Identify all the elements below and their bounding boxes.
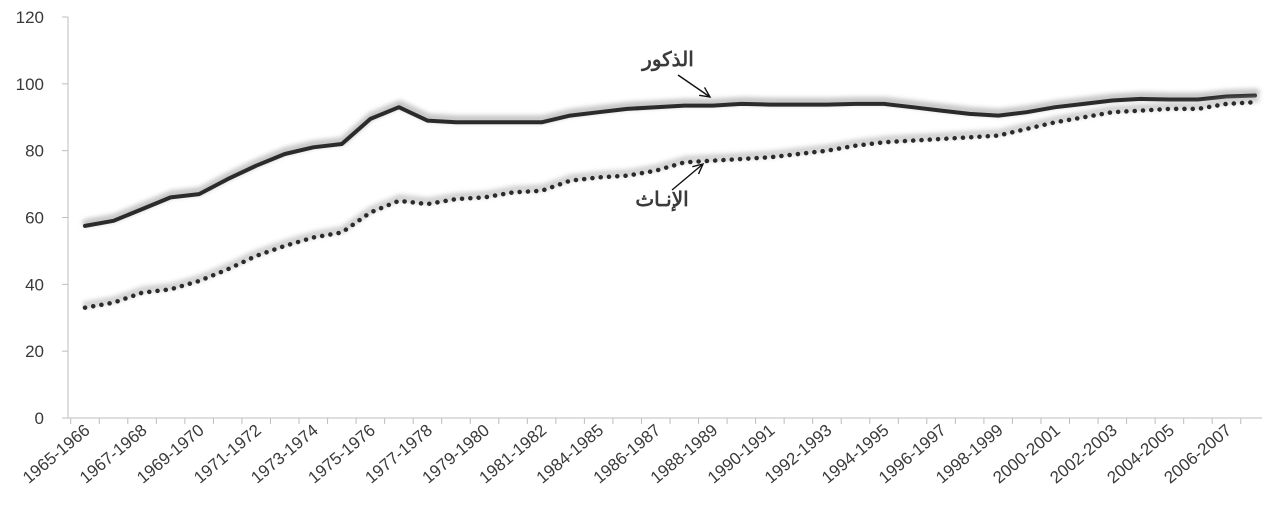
- annotation-label: الذكور: [640, 49, 694, 72]
- y-tick-label: 120: [16, 8, 44, 27]
- series-males: [82, 88, 1260, 228]
- y-axis: 0 20 40 60 80 100 120: [16, 8, 69, 428]
- x-axis: 1965-19661967-19681969-19701971-19721973…: [19, 417, 1262, 487]
- series-layer: [82, 88, 1260, 310]
- series-line: [83, 93, 1257, 228]
- y-tick-label: 20: [25, 342, 44, 361]
- series-females: [82, 95, 1260, 310]
- y-tick-label: 0: [35, 409, 44, 428]
- annotation-females: الإنـاث: [635, 162, 705, 212]
- y-tick-label: 100: [16, 75, 44, 94]
- series-line: [82, 99, 1258, 310]
- annotation-males: الذكور: [640, 49, 712, 98]
- y-tick-label: 60: [25, 209, 44, 228]
- series-line-shadow: [82, 95, 1260, 309]
- annotation-arrow-head: [699, 87, 712, 98]
- y-tick-label: 80: [25, 142, 44, 161]
- annotation-arrow-shaft: [677, 74, 711, 98]
- annotation-label: الإنـاث: [635, 189, 688, 212]
- annotation-arrow-shaft: [671, 163, 704, 191]
- annotation-arrow-head: [692, 162, 705, 175]
- annotation-layer: الذكور الإنـاث: [635, 49, 712, 212]
- series-line-shadow: [82, 88, 1260, 227]
- y-tick-label: 40: [25, 275, 44, 294]
